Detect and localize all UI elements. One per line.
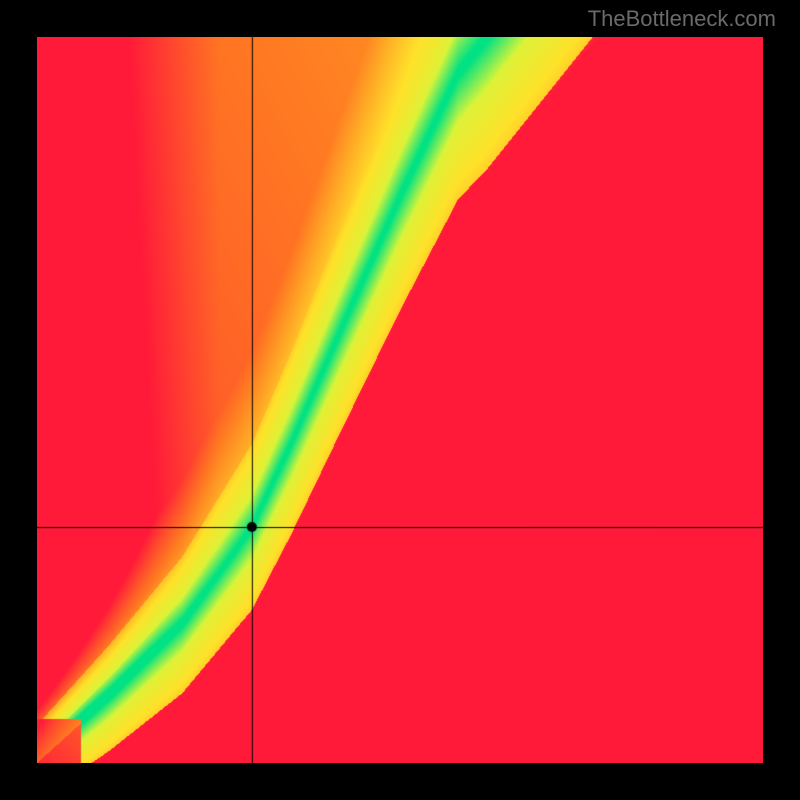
chart-container: TheBottleneck.com [0, 0, 800, 800]
heatmap-canvas [37, 37, 763, 763]
watermark-text: TheBottleneck.com [588, 6, 776, 32]
